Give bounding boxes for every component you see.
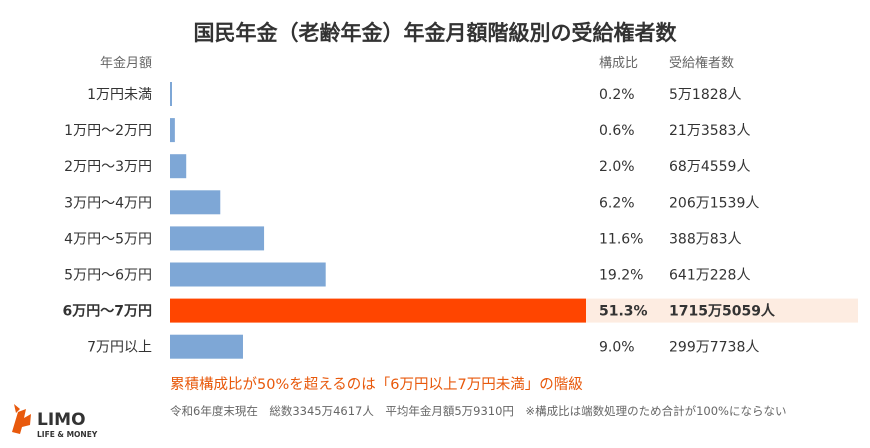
count-label: 1715万5059人	[669, 303, 776, 320]
category-label: 7万円以上	[87, 340, 152, 356]
ratio-column-header: 構成比	[599, 56, 638, 71]
highlight-row-background	[586, 298, 858, 323]
category-label: 3万円～4万円	[64, 195, 152, 211]
logo-tagline: LIFE & MONEY	[37, 430, 98, 439]
bar	[170, 298, 586, 323]
limo-logo: LIMO LIFE & MONEY	[12, 404, 98, 439]
logo-mark-icon	[12, 404, 31, 434]
footnote-text: 令和6年度末現在 総数3345万4617人 平均年金月額5万9310円 ※構成比…	[170, 404, 786, 418]
category-column-header: 年金月額	[100, 55, 152, 71]
bar	[170, 82, 172, 106]
chart-rows: 1万円未満 0.2% 5万1828人 1万円～2万円 0.6% 21万3583人 2万円～3…	[63, 82, 858, 359]
ratio-label: 19.2%	[599, 268, 643, 284]
ratio-label: 11.6%	[599, 231, 643, 247]
bar	[170, 226, 265, 251]
category-label: 4万円～5万円	[64, 231, 152, 247]
ratio-label: 6.2%	[599, 195, 635, 211]
category-label: 6万円～7万円	[63, 304, 152, 320]
category-label: 1万円未満	[87, 87, 152, 103]
annotation-text: 累積構成比が50%を超えるのは「6万円以上7万円未満」の階級	[170, 376, 583, 393]
ratio-label: 51.3%	[599, 304, 648, 320]
category-label: 2万円～3万円	[64, 159, 152, 175]
bar	[170, 118, 175, 143]
count-label: 299万7738人	[669, 340, 759, 356]
chart-title: 国民年金（老齢年金）年金月額階級別の受給権者数	[194, 21, 678, 45]
ratio-label: 2.0%	[599, 159, 635, 175]
count-label: 641万228人	[669, 268, 750, 284]
category-label: 5万円～6万円	[64, 268, 152, 284]
category-label: 1万円～2万円	[64, 123, 152, 139]
logo-wordmark: LIMO	[37, 410, 86, 430]
ratio-label: 0.2%	[599, 87, 635, 103]
count-label: 21万3583人	[669, 123, 750, 139]
count-column-header: 受給権者数	[669, 55, 734, 71]
bar	[170, 334, 243, 359]
ratio-label: 9.0%	[599, 340, 635, 356]
count-label: 206万1539人	[669, 195, 759, 211]
ratio-label: 0.6%	[599, 123, 635, 139]
count-label: 388万83人	[669, 231, 742, 247]
count-label: 68万4559人	[669, 159, 750, 175]
bar	[170, 190, 221, 215]
bar	[170, 262, 326, 287]
count-label: 5万1828人	[669, 87, 742, 103]
bar	[170, 154, 187, 179]
